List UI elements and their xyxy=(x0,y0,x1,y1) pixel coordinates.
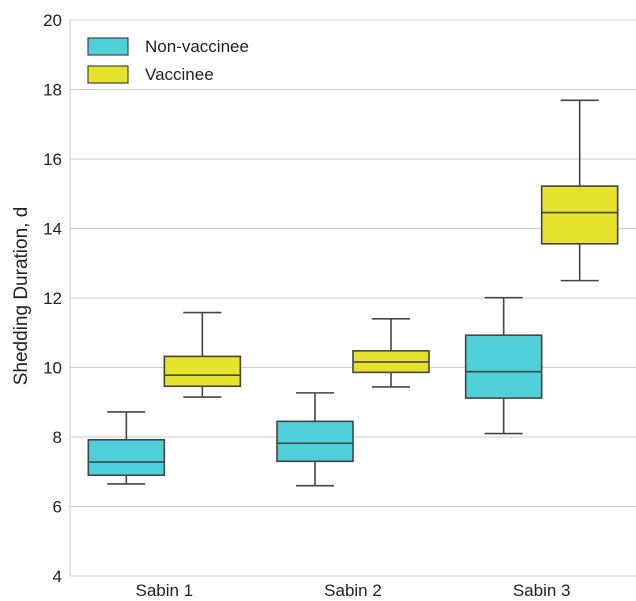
iqr-box xyxy=(87,438,166,477)
x-tick-label: Sabin 2 xyxy=(324,581,382,600)
y-tick-label: 8 xyxy=(53,428,62,447)
legend-item-non-vaccinee: Non-vaccinee xyxy=(87,37,249,56)
y-tick-label: 16 xyxy=(43,150,62,169)
y-tick-label: 10 xyxy=(43,359,62,378)
y-tick-label: 12 xyxy=(43,289,62,308)
box-vaccinee-1 xyxy=(163,311,242,398)
y-tick-label: 20 xyxy=(43,11,62,30)
legend-swatch xyxy=(87,65,129,84)
tick-labels: 4 6 8 10 12 14 16 18 20 Sabin 1 Sabin 2 Sabin 3 xyxy=(43,11,570,600)
box-vaccinee-2 xyxy=(352,318,430,388)
gridlines xyxy=(70,19,636,577)
x-tick-label: Sabin 3 xyxy=(513,581,571,600)
box-non-vaccinee-3 xyxy=(464,296,543,435)
box-non-vaccinee-1 xyxy=(87,411,166,485)
box-vaccinee-3 xyxy=(540,99,619,282)
iqr-box xyxy=(464,334,543,399)
axes-frame xyxy=(69,20,636,577)
legend-item-vaccinee: Vaccinee xyxy=(87,65,214,84)
y-tick-label: 6 xyxy=(53,498,62,517)
iqr-box xyxy=(276,420,354,463)
box-series xyxy=(87,99,619,487)
legend-label: Vaccinee xyxy=(145,65,214,84)
y-tick-label: 14 xyxy=(43,220,62,239)
y-tick-label: 4 xyxy=(53,567,62,586)
x-tick-label: Sabin 1 xyxy=(135,581,193,600)
legend-label: Non-vaccinee xyxy=(145,37,249,56)
legend: Non-vaccinee Vaccinee xyxy=(87,37,249,84)
y-tick-label: 18 xyxy=(43,81,62,100)
iqr-box xyxy=(540,185,619,245)
box-non-vaccinee-2 xyxy=(276,392,354,487)
legend-swatch xyxy=(87,37,129,56)
y-axis-label: Shedding Duration, d xyxy=(11,207,32,386)
iqr-box xyxy=(163,355,242,388)
